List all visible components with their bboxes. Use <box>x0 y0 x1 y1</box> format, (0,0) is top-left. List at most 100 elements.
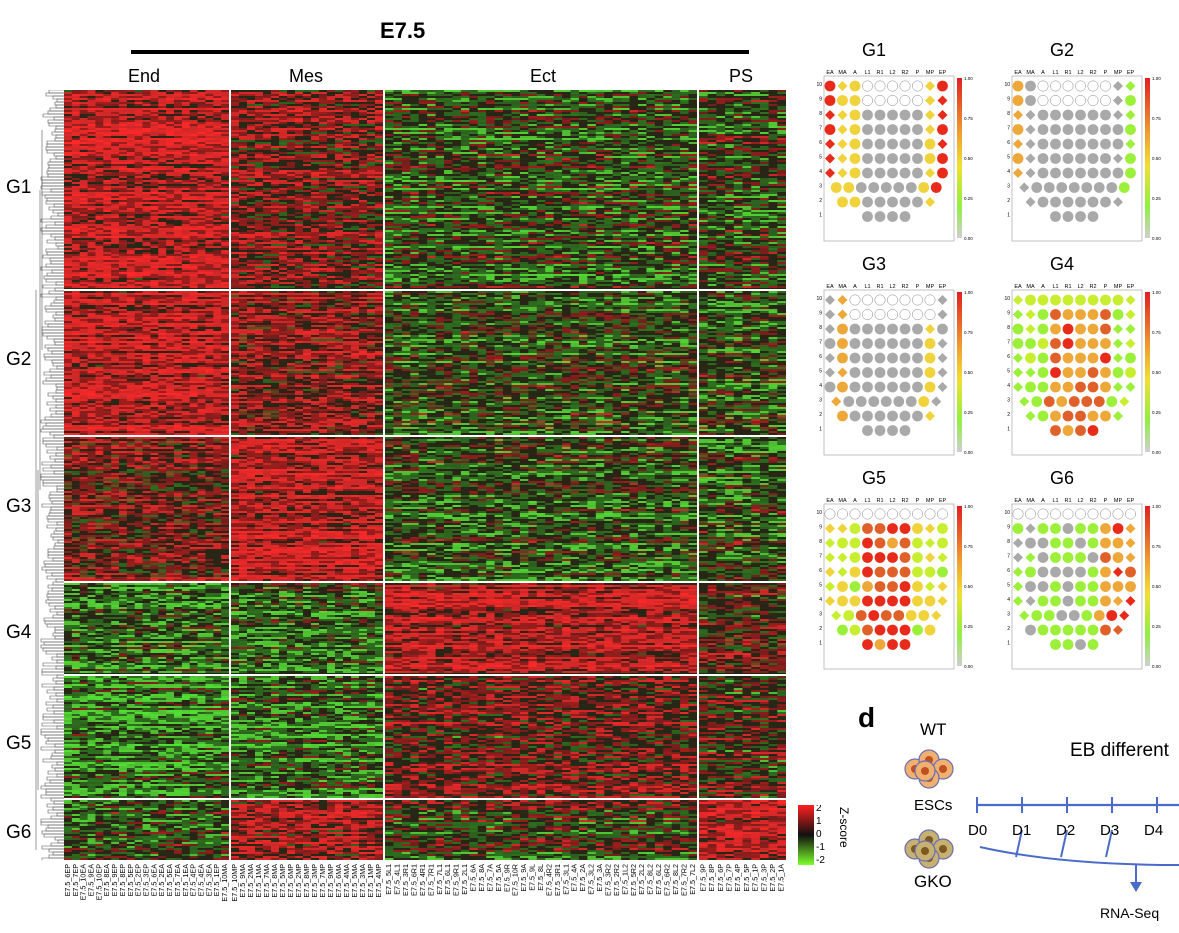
cornplot-circle <box>1125 581 1136 592</box>
cornplot-circle <box>862 382 873 393</box>
cornplot-circle <box>912 153 923 164</box>
cornplot-circle <box>1075 110 1086 121</box>
cornplot-circle <box>1113 367 1124 378</box>
cornplot-circle <box>850 168 861 179</box>
cornplot-title: G2 <box>992 40 1132 61</box>
cornplot-scale-tick: 1.00 <box>964 76 973 81</box>
cornplot-circle <box>1063 324 1074 335</box>
cornplot-circle <box>1088 110 1099 121</box>
cornplot-circle <box>850 411 861 422</box>
cornplot-row-label: 3 <box>819 398 822 404</box>
cornplot-col-label: L2 <box>889 70 895 76</box>
cornplot-row-label: 4 <box>819 597 822 603</box>
cornplot-circle <box>1088 295 1099 306</box>
cornplot-empty-cell <box>1075 81 1085 91</box>
cornplot-circle <box>1113 538 1124 549</box>
cornplot-circle <box>1038 124 1049 135</box>
cornplot-circle <box>887 338 898 349</box>
cornplot-circle <box>1075 382 1086 393</box>
cornplot-circle <box>875 596 886 607</box>
cornplot-scale-tick: 0.00 <box>964 236 973 241</box>
cornplot-circle <box>1050 153 1061 164</box>
cornplot-circle <box>862 124 873 135</box>
cornplot-circle <box>1063 639 1074 650</box>
cornplot-circle <box>900 211 911 222</box>
cornplot-col-label: A <box>1041 70 1045 76</box>
cornplot-circle <box>875 581 886 592</box>
cornplot-circle <box>1088 309 1099 320</box>
cornplot-circle <box>1038 596 1049 607</box>
cornplot-circle <box>1100 353 1111 364</box>
cornplot-col-label: MP <box>926 70 935 76</box>
sample-tick-label: E7.5_6P <box>716 864 725 892</box>
wt-label: WT <box>920 720 946 740</box>
cornplot-circle <box>1063 124 1074 135</box>
cornplot-circle <box>1088 567 1099 578</box>
cornplot-col-label: EP <box>939 70 947 76</box>
cornplot-empty-cell <box>825 509 835 519</box>
cornplot-circle <box>1044 182 1055 193</box>
cornplot-circle <box>1081 610 1092 621</box>
cornplot-circle <box>1075 324 1086 335</box>
cornplot-circle <box>875 367 886 378</box>
cornplot-col-label: MA <box>1026 70 1035 76</box>
cornplot-circle <box>1088 139 1099 150</box>
cornplot-circle <box>837 411 848 422</box>
cornplot-scale-tick: 0.50 <box>964 370 973 375</box>
cornplot-circle <box>893 610 904 621</box>
expression-heatmap <box>64 90 786 860</box>
cornplot-circle <box>1050 411 1061 422</box>
cornplot-circle <box>900 353 911 364</box>
cornplot-circle <box>937 538 948 549</box>
cornplot-empty-cell <box>1038 95 1048 105</box>
cornplot-row-label: 6 <box>1007 140 1010 146</box>
cornplot-circle <box>1038 581 1049 592</box>
cornplot-empty-cell <box>1050 509 1060 519</box>
cornplot-col-label: L1 <box>864 70 870 76</box>
day-label-d4: D4 <box>1144 822 1163 839</box>
cornplot-circle <box>1050 425 1061 436</box>
cornplot-row-label: 5 <box>819 583 822 589</box>
cornplot-col-label: L2 <box>1077 498 1083 504</box>
cornplot-col-label: EA <box>1014 284 1022 290</box>
cornplot-circle <box>1050 168 1061 179</box>
cornplot-circle <box>1050 567 1061 578</box>
cornplot-circle <box>1075 625 1086 636</box>
cornplot-circle <box>1038 367 1049 378</box>
cornplot-circle <box>887 538 898 549</box>
cornplot-empty-cell <box>1063 95 1073 105</box>
gko-label: GKO <box>914 872 952 892</box>
cornplot-row-label: 10 <box>816 296 822 302</box>
cornplot-circle <box>862 353 873 364</box>
cornplot-circle <box>900 382 911 393</box>
cornplot-row-label: 5 <box>819 369 822 375</box>
cornplot-empty-cell <box>1038 509 1048 519</box>
cornplot-empty-cell <box>887 309 897 319</box>
cornplot: EA MA A L1 R1 L2 R2 P MP EP109876543211.000.750.5… <box>998 494 1168 674</box>
cornplot-col-label: R1 <box>876 70 883 76</box>
cornplot-circle <box>1013 124 1024 135</box>
cornplot-circle <box>1119 182 1130 193</box>
cornplot-circle <box>900 139 911 150</box>
color-key-tick: 2 <box>816 805 822 814</box>
cornplot-circle <box>1038 338 1049 349</box>
cornplot-circle <box>912 523 923 534</box>
cornplot-circle <box>1075 124 1086 135</box>
cornplot: EA MA A L1 R1 L2 R2 P MP EP109876543211.000.750.5… <box>810 494 980 674</box>
cornplot-empty-cell <box>875 95 885 105</box>
cornplot-circle <box>1125 168 1136 179</box>
cornplot-circle <box>881 396 892 407</box>
cornplot-scale-tick: 1.00 <box>1152 290 1161 295</box>
cornplot-circle <box>887 110 898 121</box>
cornplot-row-label: 7 <box>819 126 822 132</box>
cornplot-circle <box>1038 567 1049 578</box>
cornplot-circle <box>900 168 911 179</box>
cornplot-col-label: MP <box>1114 70 1123 76</box>
cornplot-circle <box>1063 567 1074 578</box>
cornplot-scale-tick: 0.25 <box>964 410 973 415</box>
cornplot-circle <box>875 425 886 436</box>
cornplot: EA MA A L1 R1 L2 R2 P MP EP109876543211.000.750.5… <box>810 66 980 246</box>
cornplot-circle <box>912 353 923 364</box>
cornplot-circle <box>912 581 923 592</box>
cornplot-circle <box>1125 367 1136 378</box>
